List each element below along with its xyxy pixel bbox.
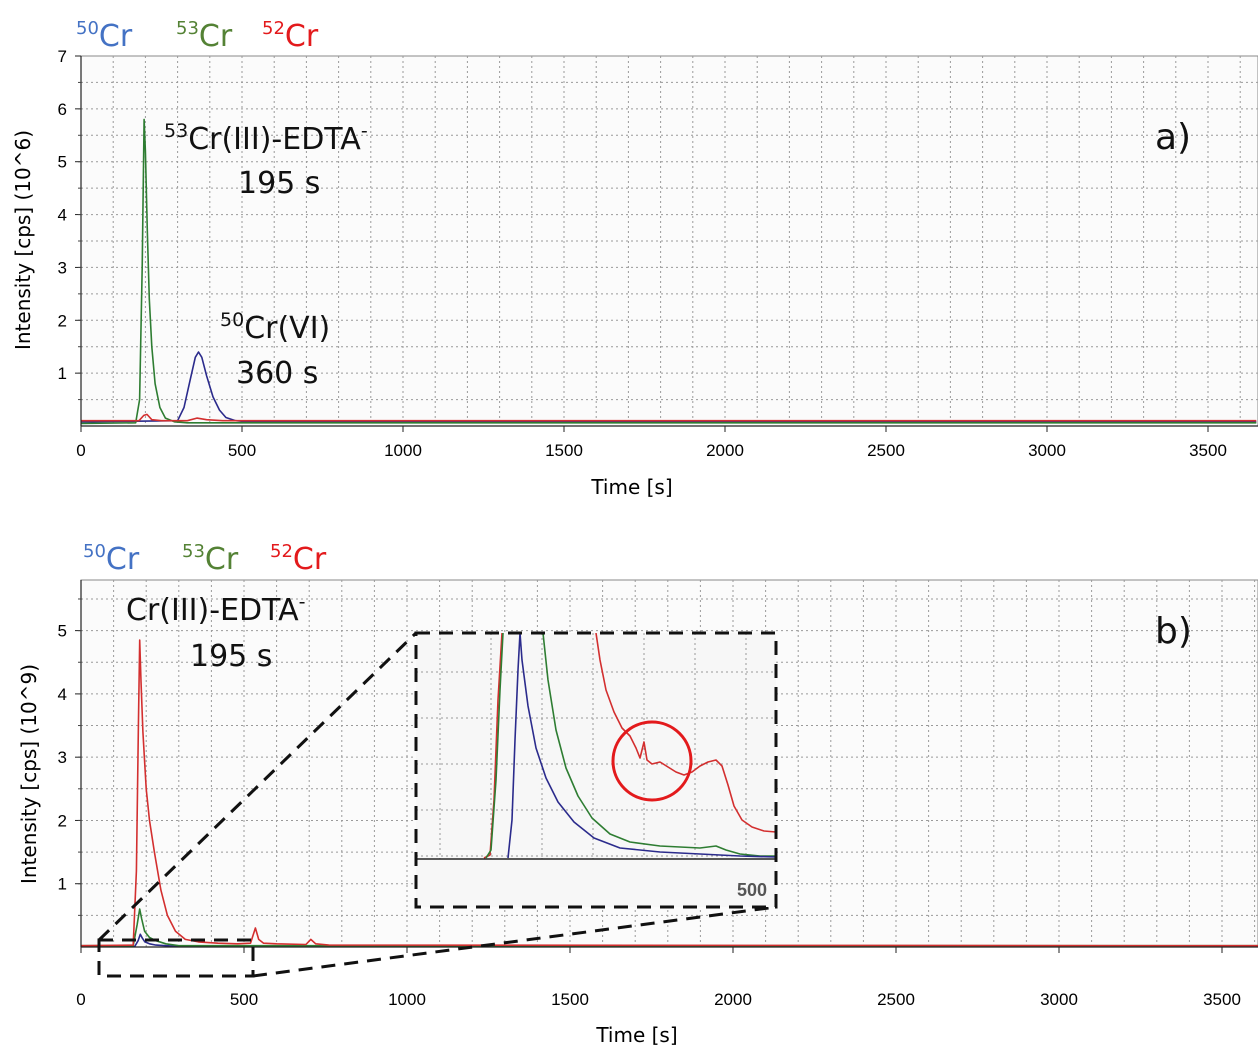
- peak-label-cr6-a: 50Cr(VI): [220, 309, 330, 346]
- y-tick-label: 7: [58, 47, 67, 66]
- legend-item-53cr-b: 53Cr: [182, 541, 239, 577]
- series-lines-a: [81, 118, 1257, 425]
- y-tick-label: 5: [58, 153, 67, 172]
- panel-label-a: a): [1155, 117, 1191, 158]
- series-line-53cr: [81, 908, 1258, 947]
- zoom-indicator: [97, 631, 777, 978]
- x-tick-label: 3500: [1189, 441, 1227, 460]
- y-ticks-a: 1 2 3 4 5 6 7: [58, 47, 81, 401]
- x-axis-label-b: Time [s]: [595, 1023, 677, 1047]
- x-tick-label: 0: [76, 441, 85, 460]
- x-tick-label: 1500: [551, 990, 589, 1009]
- inset-x-tick-label: 500: [737, 880, 767, 900]
- x-tick-label: 1000: [388, 990, 426, 1009]
- panel-label-b: b): [1155, 611, 1192, 652]
- y-tick-label: 4: [58, 685, 67, 704]
- y-tick-label: 2: [58, 811, 67, 830]
- series-lines-b: [81, 639, 1258, 947]
- zoom-connector-lower: [252, 905, 777, 978]
- inset-zoom: 500: [414, 631, 778, 909]
- y-tick-label: 5: [58, 622, 67, 641]
- y-tick-label: 1: [58, 364, 67, 383]
- x-ticks-b: 0 500 1000 1500 2000 2500 3000 3500: [76, 947, 1241, 1009]
- series-line-53cr: [81, 118, 1257, 425]
- x-tick-label: 3000: [1028, 441, 1066, 460]
- x-tick-label: 3500: [1203, 990, 1241, 1009]
- inset-series-lines: [483, 633, 776, 859]
- peak-time-cr3-edta-a: 195 s: [238, 166, 320, 201]
- x-tick-label: 1500: [545, 441, 583, 460]
- highlight-circle: [611, 720, 693, 802]
- panel-b: 0 500 1000 1500 2000 2500 3000 3500 1 2 3 4 5 Time …: [17, 541, 1258, 1047]
- peak-time-cr6-a: 360 s: [236, 356, 318, 391]
- peak-time-cr3-edta-b: 195 s: [190, 639, 272, 674]
- y-tick-label: 2: [58, 311, 67, 330]
- legend-item-52cr-b: 52Cr: [270, 541, 327, 577]
- y-tick-label: 3: [58, 748, 67, 767]
- x-ticks-a: 0 500 1000 1500 2000 2500 3000 3500: [76, 426, 1227, 460]
- y-ticks-b: 1 2 3 4 5: [58, 598, 81, 916]
- y-tick-label: 3: [58, 258, 67, 277]
- x-axis-label-a: Time [s]: [590, 475, 672, 499]
- x-tick-label: 0: [76, 990, 85, 1009]
- inset-series-line-53cr: [485, 633, 776, 859]
- zoom-source-box: [97, 938, 255, 978]
- legend-a: 50Cr 53Cr 52Cr: [76, 18, 319, 54]
- zoom-connector-upper: [97, 631, 418, 942]
- panel-a: 0 500 1000 1500 2000 2500 3000 3500 1 2 3 4 5 6 7 Tim…: [11, 18, 1258, 499]
- inset-frame: [414, 631, 778, 909]
- legend-item-52cr: 52Cr: [262, 18, 319, 54]
- series-line-50cr: [81, 351, 1257, 423]
- legend-b: 50Cr 53Cr 52Cr: [83, 541, 327, 577]
- y-tick-label: 6: [58, 100, 67, 119]
- series-line-50cr: [81, 933, 1258, 947]
- y-axis-label-b: Intensity [cps] (10^9): [17, 664, 41, 884]
- grid-a: [81, 56, 1258, 426]
- x-tick-label: 500: [230, 990, 258, 1009]
- x-tick-label: 1000: [384, 441, 422, 460]
- x-tick-label: 2500: [867, 441, 905, 460]
- series-line-52cr: [81, 413, 1257, 422]
- x-tick-label: 3000: [1040, 990, 1078, 1009]
- y-tick-label: 1: [58, 875, 67, 894]
- y-tick-label: 4: [58, 206, 67, 225]
- legend-item-53cr: 53Cr: [176, 18, 233, 54]
- x-tick-label: 2500: [877, 990, 915, 1009]
- y-axis-label-a: Intensity [cps] (10^6): [11, 130, 35, 350]
- x-tick-label: 500: [228, 441, 256, 460]
- series-line-52cr: [81, 639, 1258, 947]
- x-tick-label: 2000: [714, 990, 752, 1009]
- peak-label-cr3-edta-b: Cr(III)-EDTA-: [126, 591, 306, 628]
- x-tick-label: 2000: [706, 441, 744, 460]
- legend-item-50cr-b: 50Cr: [83, 541, 140, 577]
- peak-label-cr3-edta-a: 53Cr(III)-EDTA-: [164, 120, 368, 157]
- inset-series-line-50cr: [507, 633, 776, 859]
- legend-item-50cr: 50Cr: [76, 18, 133, 54]
- inset-grid: [416, 633, 776, 859]
- inset-background: [416, 633, 776, 907]
